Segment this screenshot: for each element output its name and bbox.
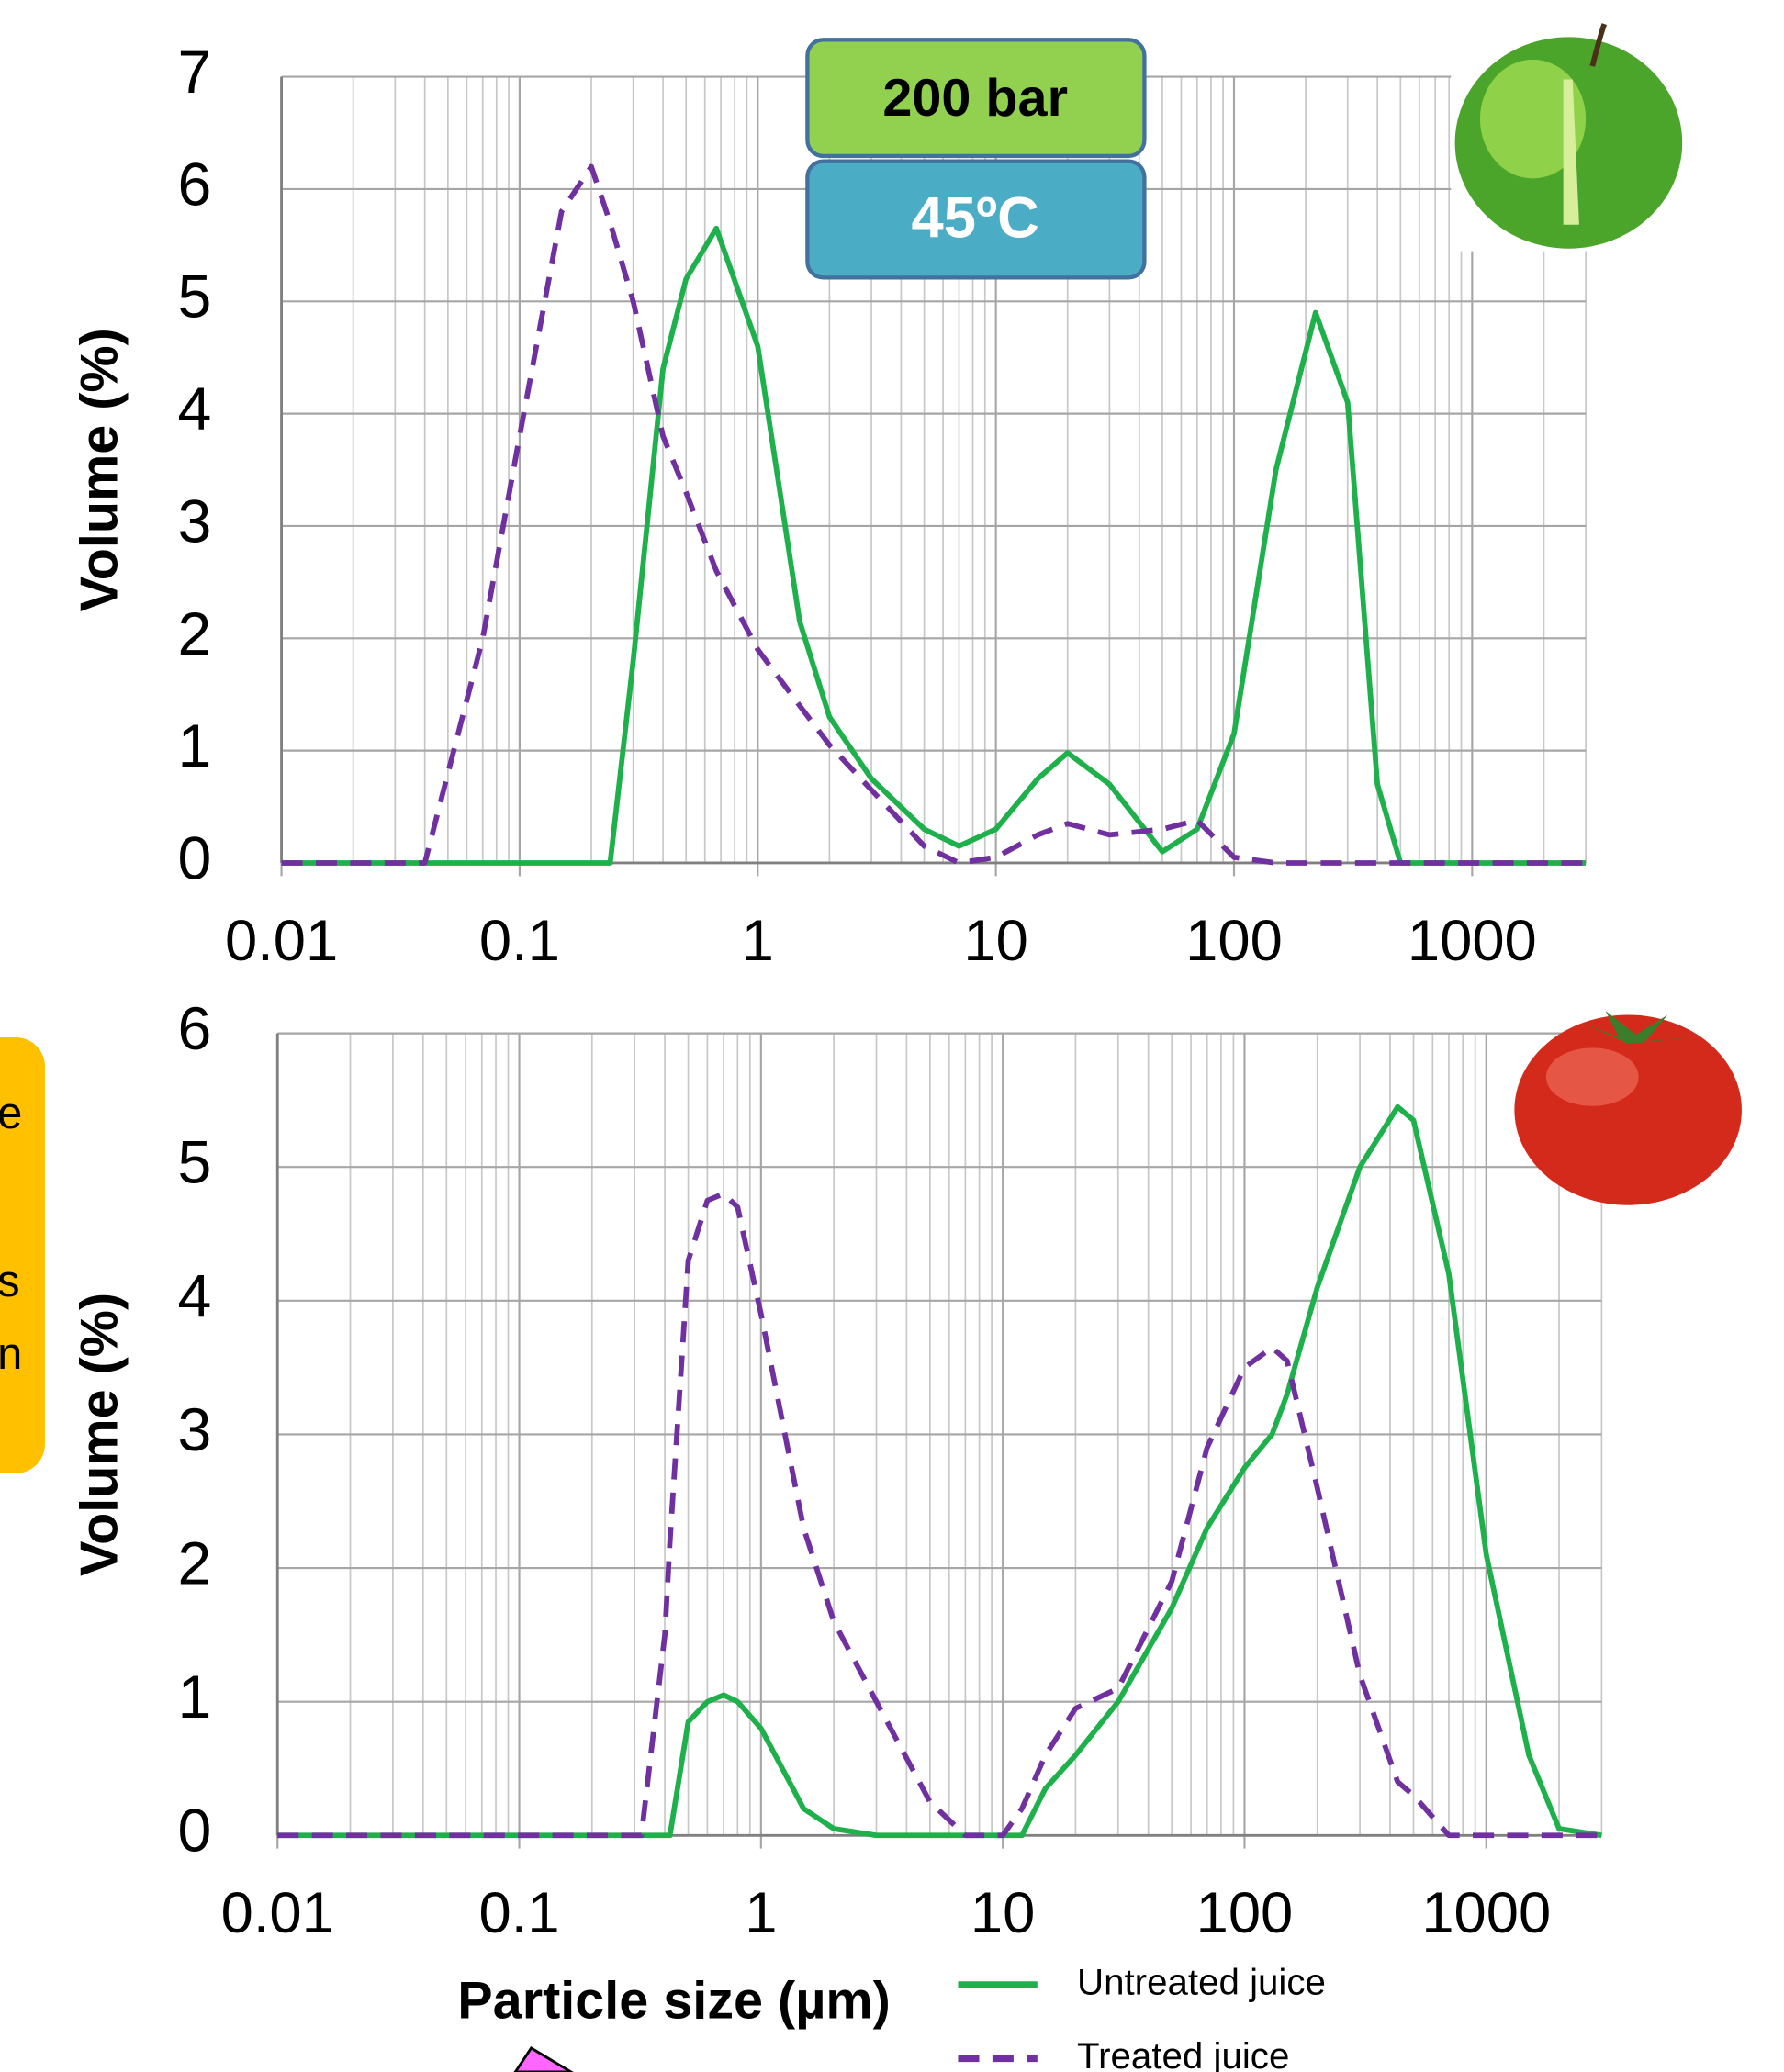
x-tick-label: 0.01 (221, 1881, 334, 1945)
x-tick-label: 1000 (1408, 909, 1537, 973)
x-tick-label: 0.1 (479, 1881, 560, 1945)
page: e s n 012345670.010.11101001000Volume (%… (0, 0, 1784, 2072)
x-tick-label: 100 (1185, 909, 1283, 973)
y-tick-label: 6 (177, 995, 211, 1063)
legend-label: Treated juice (1077, 2035, 1289, 2072)
y-tick-label: 5 (177, 263, 211, 331)
x-tick-label: 0.1 (479, 909, 560, 973)
apple-image (1451, 24, 1689, 252)
x-tick-label: 1 (742, 909, 774, 973)
temperature-label: 45ºC (912, 186, 1039, 251)
y-tick-label: 7 (177, 39, 211, 106)
y-axis-title: Volume (%) (70, 1293, 129, 1576)
x-tick-label: 10 (963, 909, 1027, 973)
x-tick-label: 1000 (1421, 1881, 1551, 1945)
y-tick-label: 4 (177, 375, 211, 443)
side-note-text: e (0, 1089, 22, 1138)
figure: e s n 012345670.010.11101001000Volume (%… (0, 0, 1784, 2072)
y-tick-label: 0 (177, 824, 211, 892)
series-line (282, 229, 1587, 863)
y-tick-label: 5 (177, 1129, 211, 1197)
y-tick-label: 3 (177, 1396, 211, 1464)
charts: 0 1 2 3 4 5 6 7 0.01 0.1 1 10 100 1000 Volume (%) 0 1 2 3 4… (70, 39, 1601, 2072)
y-tick-label: 0 (177, 1798, 211, 1865)
x-tick-label: 0.01 (225, 909, 338, 973)
pressure-label: 200 bar (882, 69, 1068, 128)
side-note-text: s (0, 1257, 20, 1306)
y-tick-label: 1 (177, 712, 211, 780)
arrow-shape (515, 2048, 570, 2072)
legend-label: Untreated juice (1077, 1962, 1326, 2003)
y-axis-title: Volume (%) (70, 328, 129, 611)
x-axis-title: Particle size (µm) (457, 1972, 890, 2031)
tomato-image (1514, 1011, 1742, 1205)
y-tick-label: 4 (177, 1262, 211, 1330)
x-tick-label: 10 (971, 1881, 1035, 1945)
series-line (277, 1193, 1601, 1835)
y-tick-label: 1 (177, 1663, 211, 1731)
y-tick-label: 6 (177, 151, 211, 218)
x-tick-label: 100 (1196, 1881, 1294, 1945)
y-tick-label: 2 (177, 600, 211, 668)
x-tick-label: 1 (745, 1881, 777, 1945)
y-tick-label: 3 (177, 487, 211, 555)
series-line (277, 1107, 1601, 1836)
side-note-text: n (0, 1329, 22, 1379)
y-tick-label: 2 (177, 1530, 211, 1598)
